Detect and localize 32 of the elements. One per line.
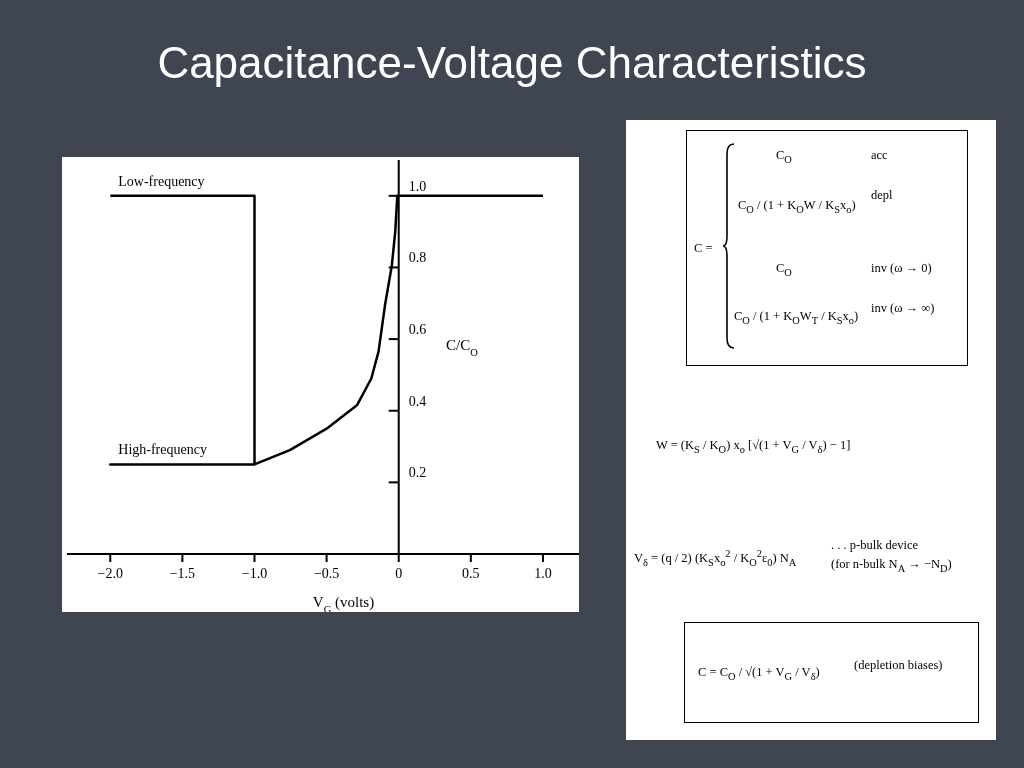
text: C$_{O}$ <box>776 148 792 165</box>
text: depl <box>871 188 893 203</box>
text: (depletion biases) <box>854 658 943 673</box>
y-tick-label: 0.6 <box>408 322 427 338</box>
y-axis-title: C/C$_{O}$ <box>446 337 479 358</box>
x-tick-label: 0.5 <box>462 566 480 581</box>
x-tick-label: −2.0 <box>97 566 123 581</box>
text: C$_{O}$ <box>776 261 792 278</box>
y-tick-label: 0.8 <box>408 250 427 266</box>
text: . . . p-bulk device <box>831 538 919 553</box>
annotation: High-frequency <box>118 442 207 458</box>
x-tick-label: 1.0 <box>534 566 552 581</box>
x-tick-label: −0.5 <box>313 566 340 581</box>
text: C$_{O}$ / (1 + K$_{O}$W / K$_{S}$x$_{o}$) <box>738 198 856 215</box>
y-tick-label: 0.2 <box>408 465 427 481</box>
text: C = <box>694 241 713 256</box>
y-tick-label: 0.4 <box>408 393 427 409</box>
text: C = C$_{O}$ / √(1 + V$_{G}$ / V$_{δ}$) <box>698 665 820 682</box>
text: C$_{O}$ / (1 + K$_{O}$W$_{T}$ / K$_{S}$x$_{o}$) <box>734 309 859 326</box>
text: W = (K$_{S}$ / K$_{O}$) x$_{o}$ [√(1 + V$_{G}$ / V$_{δ}$) − 1] <box>656 438 851 455</box>
y-tick-label: 1.0 <box>408 178 427 194</box>
text: inv (ω → 0) <box>871 261 932 276</box>
x-tick-label: 0 <box>395 566 403 581</box>
x-axis-title: V$_{G}$ (volts) <box>312 594 375 615</box>
text: (for n-bulk N$_{A}$ → −N$_{D}$) <box>831 557 952 574</box>
x-tick-label: −1.0 <box>241 566 268 581</box>
x-tick-label: −1.5 <box>169 566 196 581</box>
chart-title: Capacitance-Voltage Characteristics <box>157 38 867 87</box>
annotation: Low-frequency <box>118 173 205 189</box>
text: inv (ω → ∞) <box>871 301 935 316</box>
text: V$_{δ}$ = (q / 2) (K$_{S}$x$_{o}$$^{2}$ / K$_{O}$$^{2}$ε$_{0}$) N$_{A}$ <box>634 548 797 568</box>
text: acc <box>871 148 888 163</box>
